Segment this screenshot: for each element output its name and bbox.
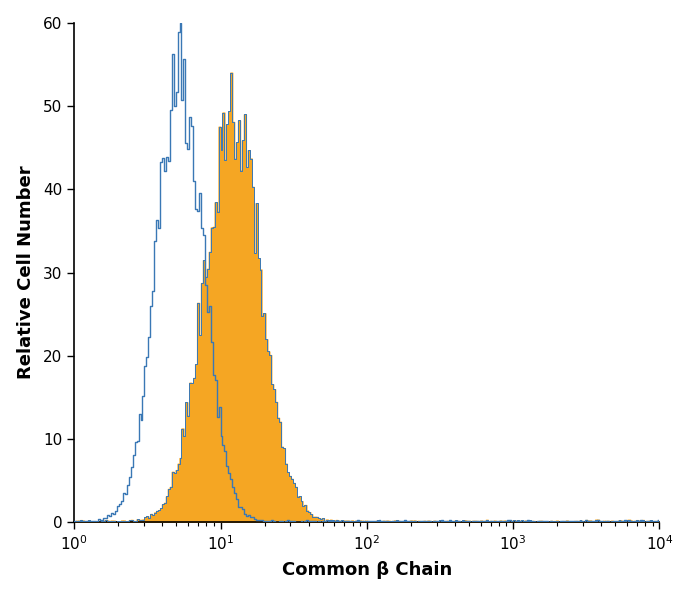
X-axis label: Common β Chain: Common β Chain <box>282 561 452 579</box>
Y-axis label: Relative Cell Number: Relative Cell Number <box>17 166 34 380</box>
